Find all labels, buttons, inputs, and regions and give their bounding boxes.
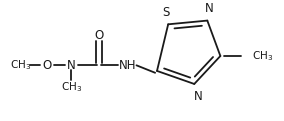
Text: O: O (42, 59, 52, 72)
Text: N: N (205, 2, 214, 15)
Text: N: N (194, 90, 202, 103)
Text: CH$_3$: CH$_3$ (10, 58, 32, 72)
Text: S: S (163, 6, 170, 19)
Text: O: O (95, 29, 104, 42)
Text: CH$_3$: CH$_3$ (252, 49, 273, 63)
Text: NH: NH (118, 59, 136, 72)
Text: N: N (67, 59, 76, 72)
Text: CH$_3$: CH$_3$ (61, 80, 82, 94)
